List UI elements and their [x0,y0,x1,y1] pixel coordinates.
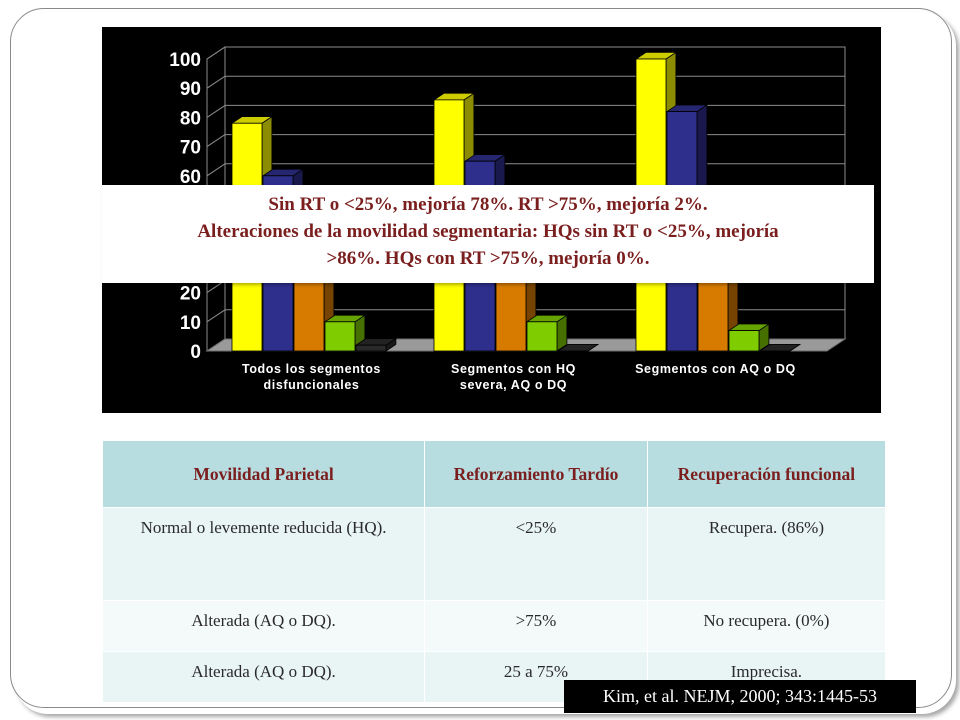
gridline-side [206,75,226,89]
x-category-label: Todos los segmentos [242,362,381,376]
citation-label: Kim, et al. NEJM, 2000; 343:1445-53 [564,680,916,713]
table-cell: No recupera. (0%) [646,600,887,652]
callout-line-2: Alteraciones de la movilidad segmentaria… [197,221,779,242]
x-category-label: severa, AQ o DQ [460,378,567,392]
table-cell: Alterada (AQ o DQ). [101,600,426,652]
bar-5-2 [557,350,589,352]
x-category-label: Segmentos con AQ o DQ [635,362,796,376]
table-header-row: Movilidad Parietal Reforzamiento Tardío … [101,440,887,508]
gridline-side [206,46,226,60]
y-tick-label: 100 [169,50,201,71]
bar-5-3 [759,350,791,352]
bar-5-1 [355,344,387,352]
callout-line-3: >86%. HQs con RT >75%, mejoría 0%. [326,248,650,269]
y-tick-label: 0 [190,342,201,363]
y-tick-label: 10 [180,313,201,334]
table-cell: Recupera. (86%) [646,507,887,601]
bar-4-3 [728,330,760,352]
y-tick-label: 20 [180,284,201,305]
y-tick-label: 90 [180,79,201,100]
bar-4-1 [324,321,356,352]
findings-table: Movilidad Parietal Reforzamiento Tardío … [101,440,887,703]
x-category-label: Segmentos con HQ [451,362,576,376]
bar-chart: 0102030405060708090100Todos los segmento… [102,27,881,413]
y-tick-label: 70 [180,138,201,159]
y-tick-label: 80 [180,108,201,129]
header-movilidad: Movilidad Parietal [101,440,426,508]
gridline-side [206,134,226,148]
gridline-side [206,163,226,177]
table-row: Normal o levemente reducida (HQ). <25% R… [101,507,887,601]
y-tick-label: 60 [180,167,201,188]
bar-chart-svg: 0102030405060708090100Todos los segmento… [169,46,847,392]
header-recuperacion: Recuperación funcional [646,440,887,508]
callout-line-1: Sin RT o <25%, mejoría 78%. RT >75%, mej… [268,194,708,215]
table-cell: Alterada (AQ o DQ). [101,651,426,703]
table-cell: <25% [424,507,648,601]
table-row: Alterada (AQ o DQ). >75% No recupera. (0… [101,600,887,652]
table-cell: Normal o levemente reducida (HQ). [101,507,426,601]
bar-4-2 [526,321,558,352]
x-category-label: disfuncionales [264,378,360,392]
slide-frame [10,8,952,708]
callout-box: Sin RT o <25%, mejoría 78%. RT >75%, mej… [102,185,874,283]
gridline-side [206,309,226,323]
table-cell: >75% [424,600,648,652]
gridline-side [206,104,226,118]
header-reforzamiento: Reforzamiento Tardío [424,440,648,508]
